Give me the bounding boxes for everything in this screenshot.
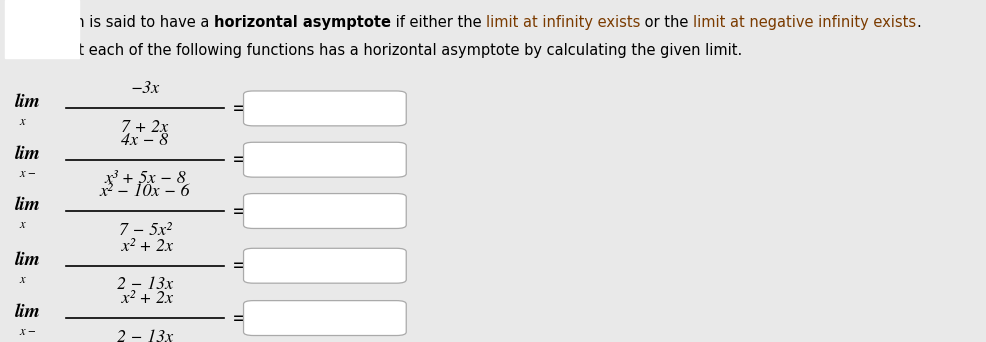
Text: x→∞: x→∞ <box>20 219 32 231</box>
Text: x→∞: x→∞ <box>20 116 32 128</box>
Text: x→−∞: x→−∞ <box>20 167 40 180</box>
Text: √x² + 2x: √x² + 2x <box>117 290 173 307</box>
Text: =: = <box>232 308 248 328</box>
FancyBboxPatch shape <box>244 194 406 228</box>
Text: =: = <box>232 99 248 118</box>
Text: 2 − 13x: 2 − 13x <box>117 276 173 293</box>
FancyBboxPatch shape <box>244 91 406 126</box>
Text: √x² + 2x: √x² + 2x <box>117 238 173 255</box>
Text: limit at infinity exists: limit at infinity exists <box>486 15 641 30</box>
Text: −3x: −3x <box>130 80 160 97</box>
Text: Show that each of the following functions has a horizontal asymptote by calculat: Show that each of the following function… <box>10 43 742 58</box>
Text: lim: lim <box>15 94 40 111</box>
Text: =: = <box>232 150 248 169</box>
Text: limit at negative infinity exists: limit at negative infinity exists <box>693 15 917 30</box>
Text: x→∞: x→∞ <box>20 273 32 286</box>
Text: horizontal asymptote: horizontal asymptote <box>214 15 390 30</box>
Text: A function is said to have a: A function is said to have a <box>10 15 214 30</box>
FancyBboxPatch shape <box>244 248 406 283</box>
Text: lim: lim <box>15 251 40 269</box>
Text: lim: lim <box>15 145 40 163</box>
Text: 7 + 2x: 7 + 2x <box>121 119 169 136</box>
Text: x³ + 5x − 8: x³ + 5x − 8 <box>105 170 185 187</box>
FancyBboxPatch shape <box>244 142 406 177</box>
Text: =: = <box>232 256 248 275</box>
Text: 2 − 13x: 2 − 13x <box>117 329 173 342</box>
Text: or the: or the <box>641 15 693 30</box>
FancyBboxPatch shape <box>5 0 79 58</box>
Text: lim: lim <box>15 196 40 214</box>
Text: 4x − 8: 4x − 8 <box>121 132 169 149</box>
Text: lim: lim <box>15 303 40 321</box>
Text: x² − 10x − 6: x² − 10x − 6 <box>100 183 190 200</box>
Text: x→−∞: x→−∞ <box>20 326 40 338</box>
Text: .: . <box>917 15 921 30</box>
Text: if either the: if either the <box>390 15 486 30</box>
Text: =: = <box>232 201 248 221</box>
FancyBboxPatch shape <box>244 301 406 336</box>
Text: 7 − 5x²: 7 − 5x² <box>118 222 172 239</box>
